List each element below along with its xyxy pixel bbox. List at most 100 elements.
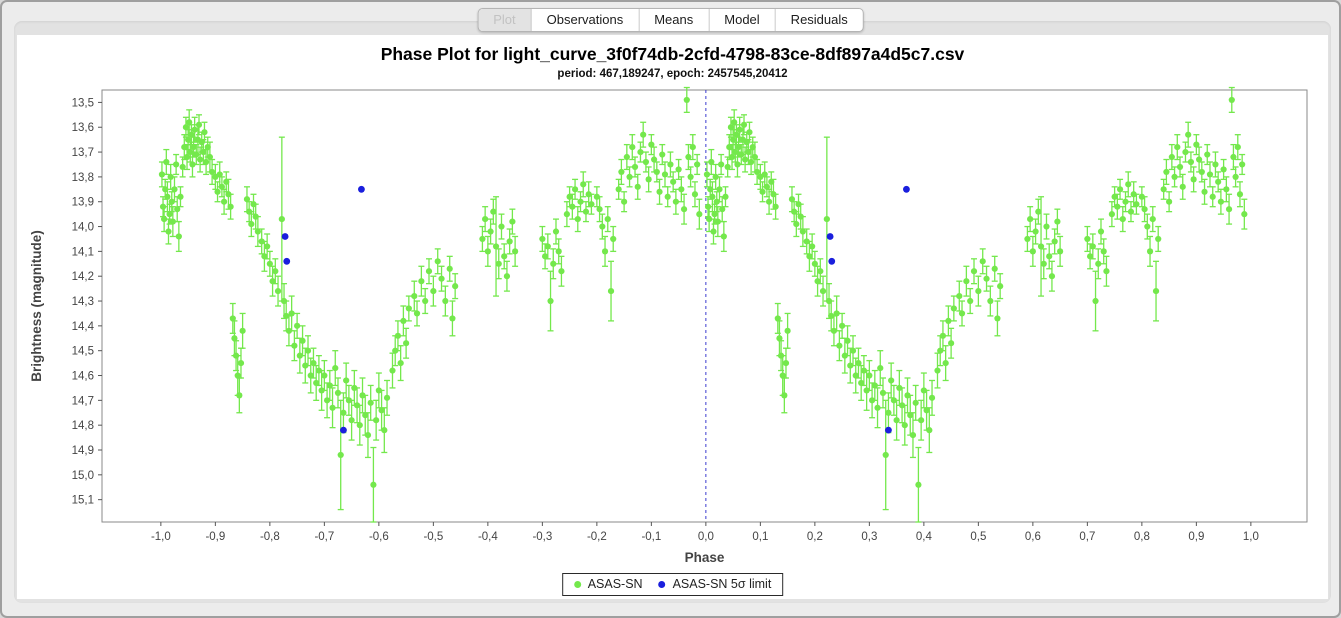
data-point (243, 196, 251, 203)
data-point (950, 305, 957, 312)
data-point (839, 322, 846, 329)
data-point (400, 317, 407, 324)
data-point (1125, 181, 1132, 188)
data-point (675, 166, 682, 173)
data-point (248, 220, 255, 228)
data-point (323, 397, 331, 404)
data-point (1225, 206, 1233, 213)
data-point (814, 278, 821, 285)
data-point (1032, 228, 1039, 235)
data-point (574, 216, 581, 223)
data-point (1127, 208, 1135, 215)
data-point (610, 235, 617, 243)
data-point (882, 451, 889, 459)
data-point (849, 347, 857, 354)
x-tick-label: 0,4 (916, 531, 933, 543)
data-point (983, 275, 990, 282)
data-point (318, 387, 325, 394)
data-point (680, 206, 688, 213)
y-tick-label: 13,7 (72, 147, 94, 159)
data-point (1230, 153, 1237, 161)
data-point (704, 203, 712, 210)
data-point (847, 362, 854, 369)
data-point (296, 352, 303, 359)
data-point (171, 186, 178, 193)
data-point (742, 156, 749, 163)
data-point (1163, 168, 1170, 176)
data-point (653, 168, 660, 176)
data-point (967, 297, 974, 305)
data-point (373, 417, 380, 424)
x-axis-label: Phase (685, 550, 725, 565)
data-point (313, 379, 320, 387)
data-point (310, 360, 317, 367)
x-tick-label: -0,8 (260, 531, 280, 543)
legend-label: ASAS-SN (587, 577, 643, 591)
data-point (1037, 243, 1045, 250)
data-point (1171, 173, 1178, 180)
data-point (1133, 201, 1140, 208)
data-point (994, 315, 1001, 322)
data-point (836, 342, 843, 349)
data-point (817, 268, 824, 275)
data-point (724, 163, 731, 171)
data-point (830, 327, 838, 334)
data-point (1116, 186, 1124, 193)
data-point (569, 203, 576, 210)
data-point (1108, 211, 1115, 218)
x-tick-label: 0,7 (1079, 531, 1095, 543)
data-point (291, 342, 298, 349)
data-point (283, 312, 290, 320)
data-point (888, 377, 895, 384)
data-point (343, 377, 350, 384)
data-point (730, 136, 737, 143)
data-point (541, 253, 549, 260)
x-tick-label: -1,0 (151, 531, 171, 543)
data-point (898, 402, 906, 409)
data-point (672, 198, 679, 205)
data-point (728, 153, 736, 161)
y-tick-label: 14,1 (72, 246, 94, 258)
data-point (484, 248, 491, 255)
data-point (174, 206, 181, 213)
tab-model[interactable]: Model (709, 9, 776, 31)
y-tick-label: 14,6 (72, 371, 94, 383)
data-point (761, 171, 768, 178)
tab-plot[interactable]: Plot (478, 9, 532, 31)
tab-means[interactable]: Means (639, 9, 710, 31)
data-point (566, 193, 573, 200)
data-point (506, 238, 513, 245)
limit-points-layer (281, 185, 910, 434)
data-point (714, 218, 721, 225)
data-point (623, 153, 630, 161)
data-point (1057, 248, 1064, 255)
data-point (811, 260, 818, 267)
data-point (1187, 158, 1195, 166)
limit-point (358, 185, 365, 193)
data-point (353, 402, 361, 409)
plot-legend: ASAS-SN ASAS-SN 5σ limit (561, 573, 784, 596)
data-point (1152, 288, 1160, 295)
limit-point (828, 257, 836, 265)
data-point (896, 384, 903, 392)
data-point (1168, 153, 1175, 161)
data-point (389, 367, 396, 374)
tab-residuals[interactable]: Residuals (775, 9, 863, 31)
x-tick-label: -0,1 (641, 531, 661, 543)
x-tick-label: 1,0 (1243, 531, 1259, 543)
data-point (799, 228, 806, 235)
data-point (413, 310, 421, 317)
tab-observations[interactable]: Observations (531, 9, 640, 31)
y-tick-label: 13,6 (72, 122, 94, 134)
data-point (726, 144, 733, 151)
chart-surface: Phase Plot for light_curve_3f0f74db-2cfd… (17, 35, 1328, 599)
data-point (1232, 173, 1239, 180)
data-point (1089, 243, 1096, 250)
data-point (956, 292, 963, 300)
y-tick-label: 13,8 (72, 172, 94, 184)
data-point (1138, 193, 1145, 200)
data-point (236, 392, 243, 399)
data-point (1146, 248, 1154, 255)
data-point (1176, 163, 1184, 171)
